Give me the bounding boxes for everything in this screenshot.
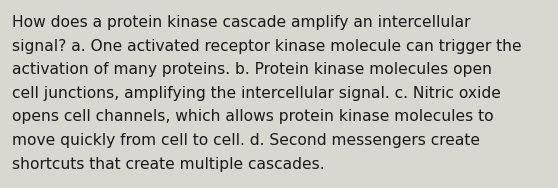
Text: cell junctions, amplifying the intercellular signal. c. Nitric oxide: cell junctions, amplifying the intercell…	[12, 86, 501, 101]
Text: activation of many proteins. b. Protein kinase molecules open: activation of many proteins. b. Protein …	[12, 62, 492, 77]
Text: How does a protein kinase cascade amplify an intercellular: How does a protein kinase cascade amplif…	[12, 15, 470, 30]
Text: shortcuts that create multiple cascades.: shortcuts that create multiple cascades.	[12, 157, 325, 172]
Text: opens cell channels, which allows protein kinase molecules to: opens cell channels, which allows protei…	[12, 109, 494, 124]
Text: signal? a. One activated receptor kinase molecule can trigger the: signal? a. One activated receptor kinase…	[12, 39, 522, 54]
Text: move quickly from cell to cell. d. Second messengers create: move quickly from cell to cell. d. Secon…	[12, 133, 480, 148]
